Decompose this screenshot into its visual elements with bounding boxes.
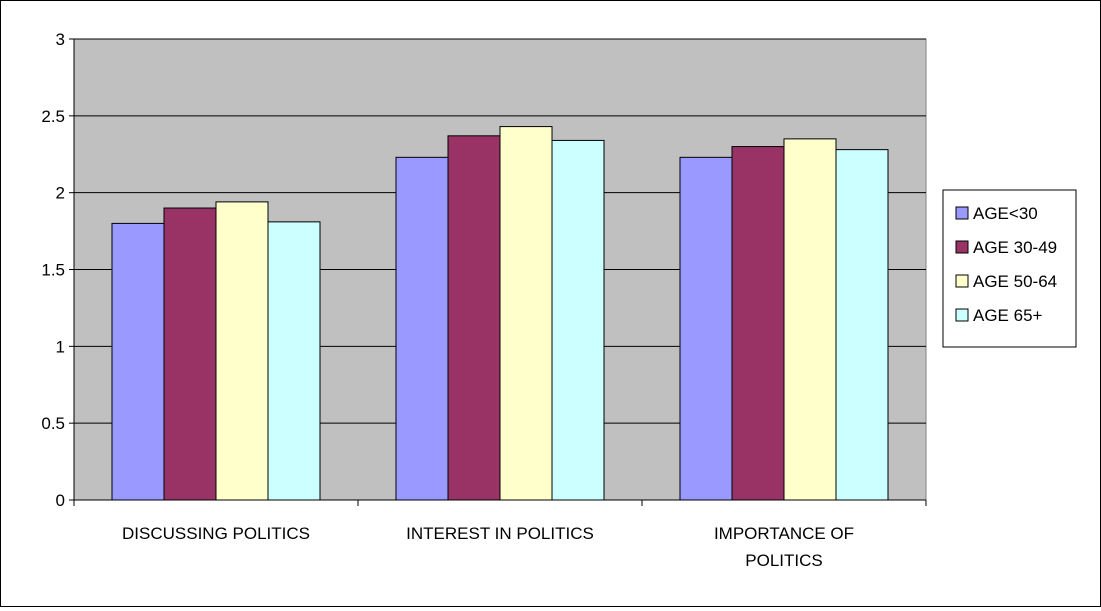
bar-1-3 (679, 156, 733, 501)
x-tick-label: IMPORTANCE OF (714, 524, 854, 543)
y-tick-label: 2 (56, 184, 65, 203)
bar-4-1 (267, 221, 321, 501)
y-tick-label: 1.5 (41, 261, 65, 280)
legend-label: AGE 30-49 (973, 238, 1057, 257)
x-axis-ticks: DISCUSSING POLITICS INTEREST IN POLITICS I… (73, 500, 927, 570)
y-tick-label: 0 (56, 491, 65, 510)
bar-3-3 (783, 138, 837, 501)
x-tick-label: DISCUSSING POLITICS (122, 524, 310, 543)
y-tick-label: 2.5 (41, 107, 65, 126)
legend: AGE<30 AGE 30-49 AGE 50-64 AGE 65+ (942, 189, 1077, 348)
y-tick-label: 0.5 (41, 414, 65, 433)
bar-2-2 (447, 135, 501, 501)
bar-3-2 (499, 126, 553, 501)
legend-label: AGE 50-64 (973, 272, 1057, 291)
legend-swatch (955, 274, 969, 288)
x-tick-label: POLITICS (745, 551, 822, 570)
legend-swatch (955, 206, 969, 220)
bar-2-1 (163, 207, 217, 501)
bar-4-3 (835, 149, 889, 501)
bars (111, 126, 889, 501)
legend-swatch (955, 308, 969, 322)
bar-1-2 (395, 156, 449, 501)
bar-1-1 (111, 222, 165, 501)
bar-2-3 (731, 146, 785, 501)
legend-label: AGE 65+ (973, 306, 1043, 325)
y-axis-ticks: 0 0.5 1 1.5 2 2.5 3 (41, 30, 74, 510)
y-tick-label: 3 (56, 30, 65, 49)
y-tick-label: 1 (56, 337, 65, 356)
legend-label: AGE<30 (973, 204, 1038, 223)
bar-3-1 (215, 201, 269, 501)
bar-4-2 (551, 139, 605, 501)
x-tick-label: INTEREST IN POLITICS (406, 524, 594, 543)
legend-swatch (955, 240, 969, 254)
